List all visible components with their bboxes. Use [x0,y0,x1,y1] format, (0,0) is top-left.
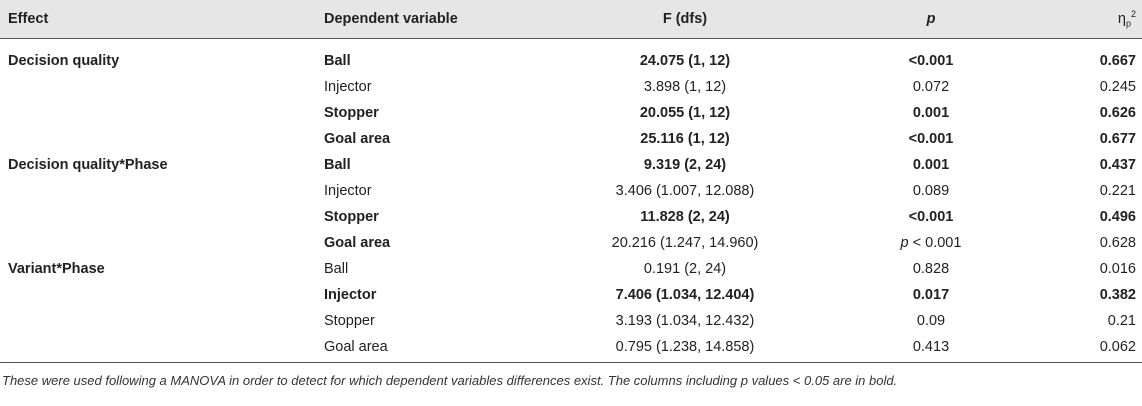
eta-squared-cell: 0.437 [1099,157,1136,173]
p-value-cell: <0.001 [908,209,954,225]
eta-squared-cell: 0.382 [1099,287,1136,303]
manova-followup-table: Effect Dependent variable F (dfs) p ηp2 … [0,0,1142,360]
table-row: Stopper 20.055 (1, 12) 0.001 0.626 [0,100,1142,126]
eta-symbol: η [1117,10,1126,27]
dependent-variable-cell: Ball [324,261,349,277]
f-dfs-cell: 0.191 (2, 24) [643,261,727,277]
table-row: Injector 7.406 (1.034, 12.404) 0.017 0.382 [0,282,1142,308]
effect-cell [0,282,316,308]
eta-squared-cell: 0.626 [1099,105,1136,121]
f-dfs-cell: 3.406 (1.007, 12.088) [615,183,755,199]
effect-cell: Decision quality*Phase [8,157,168,173]
effect-cell [0,204,316,230]
effect-cell [0,308,316,334]
header-effect: Effect [8,11,49,27]
f-dfs-cell: 20.055 (1, 12) [639,105,731,121]
f-dfs-cell: 24.075 (1, 12) [639,53,731,69]
table-footnote: These were used following a MANOVA in or… [2,373,898,388]
eta-squared-cell: 0.016 [1099,261,1136,277]
table-row: Goal area 20.216 (1.247, 14.960) p < 0.001… [0,230,1142,256]
table-row: Variant*Phase Ball 0.191 (2, 24) 0.828 0.016 [0,256,1142,282]
header-eta-squared: ηp2 [1054,0,1142,38]
table-bottom-rule [0,362,1142,363]
p-value-cell: 0.001 [912,105,950,121]
p-symbol: p [900,235,909,251]
p-value-cell: 0.017 [912,287,950,303]
table-row: Stopper 3.193 (1.034, 12.432) 0.09 0.21 [0,308,1142,334]
dependent-variable-cell: Injector [324,183,372,199]
p-value-cell: 0.09 [916,313,946,329]
table-row: Injector 3.898 (1, 12) 0.072 0.245 [0,74,1142,100]
table-row: Goal area 0.795 (1.238, 14.858) 0.413 0.062 [0,334,1142,360]
dependent-variable-cell: Goal area [324,235,391,251]
effect-cell: Variant*Phase [8,261,105,277]
header-divider [0,38,1142,39]
f-dfs-cell: 0.795 (1.238, 14.858) [615,339,755,355]
p-value-cell: 0.001 [912,157,950,173]
header-p: p [926,11,936,27]
table-header-row: Effect Dependent variable F (dfs) p ηp2 [0,0,1142,38]
eta-squared-cell: 0.667 [1099,53,1136,69]
eta-squared-cell: 0.221 [1099,183,1136,199]
p-value-cell: 0.089 [912,183,950,199]
p-value-cell: 0.413 [912,339,950,355]
table-row: Stopper 11.828 (2, 24) <0.001 0.496 [0,204,1142,230]
effect-cell [0,100,316,126]
dependent-variable-cell: Ball [324,53,351,69]
dependent-variable-cell: Stopper [324,105,379,121]
effect-cell [0,230,316,256]
f-dfs-cell: 11.828 (2, 24) [640,209,730,225]
f-dfs-cell: 25.116 (1, 12) [640,131,730,147]
eta-subscript: p [1125,18,1131,29]
effect-cell [0,74,316,100]
dependent-variable-cell: Goal area [324,339,388,355]
dependent-variable-cell: Injector [324,79,372,95]
eta-squared-cell: 0.628 [1099,235,1136,251]
dependent-variable-cell: Injector [324,287,377,303]
eta-squared-cell: 0.21 [1107,313,1136,329]
header-dependent-variable: Dependent variable [324,11,458,27]
eta-squared-cell: 0.245 [1099,79,1136,95]
effect-cell [0,334,316,360]
table-row: Decision quality Ball 24.075 (1, 12) <0.001… [0,38,1142,74]
p-value-cell: <0.001 [908,131,954,147]
table-row: Decision quality*Phase Ball 9.319 (2, 24) 0… [0,152,1142,178]
eta-squared-cell: 0.677 [1099,131,1136,147]
f-dfs-cell: 9.319 (2, 24) [643,157,727,173]
effect-cell: Decision quality [8,53,120,69]
p-comparison: < 0.001 [908,235,962,251]
p-value-cell: 0.828 [912,261,950,277]
table-row: Injector 3.406 (1.007, 12.088) 0.089 0.221 [0,178,1142,204]
dependent-variable-cell: Goal area [324,131,391,147]
table-row: Goal area 25.116 (1, 12) <0.001 0.677 [0,126,1142,152]
p-value-cell: p < 0.001 [808,230,1054,256]
p-value-cell: 0.072 [912,79,950,95]
f-dfs-cell: 3.193 (1.034, 12.432) [615,313,755,329]
eta-squared-cell: 0.062 [1099,339,1136,355]
f-dfs-cell: 20.216 (1.247, 14.960) [611,235,759,251]
p-value-cell: <0.001 [908,53,954,69]
dependent-variable-cell: Stopper [324,209,379,225]
effect-cell [0,126,316,152]
f-dfs-cell: 7.406 (1.034, 12.404) [615,287,755,303]
dependent-variable-cell: Ball [324,157,351,173]
f-dfs-cell: 3.898 (1, 12) [643,79,727,95]
eta-squared-cell: 0.496 [1099,209,1136,225]
eta-superscript: 2 [1130,9,1136,20]
header-f-dfs: F (dfs) [662,11,708,27]
dependent-variable-cell: Stopper [324,313,375,329]
effect-cell [0,178,316,204]
